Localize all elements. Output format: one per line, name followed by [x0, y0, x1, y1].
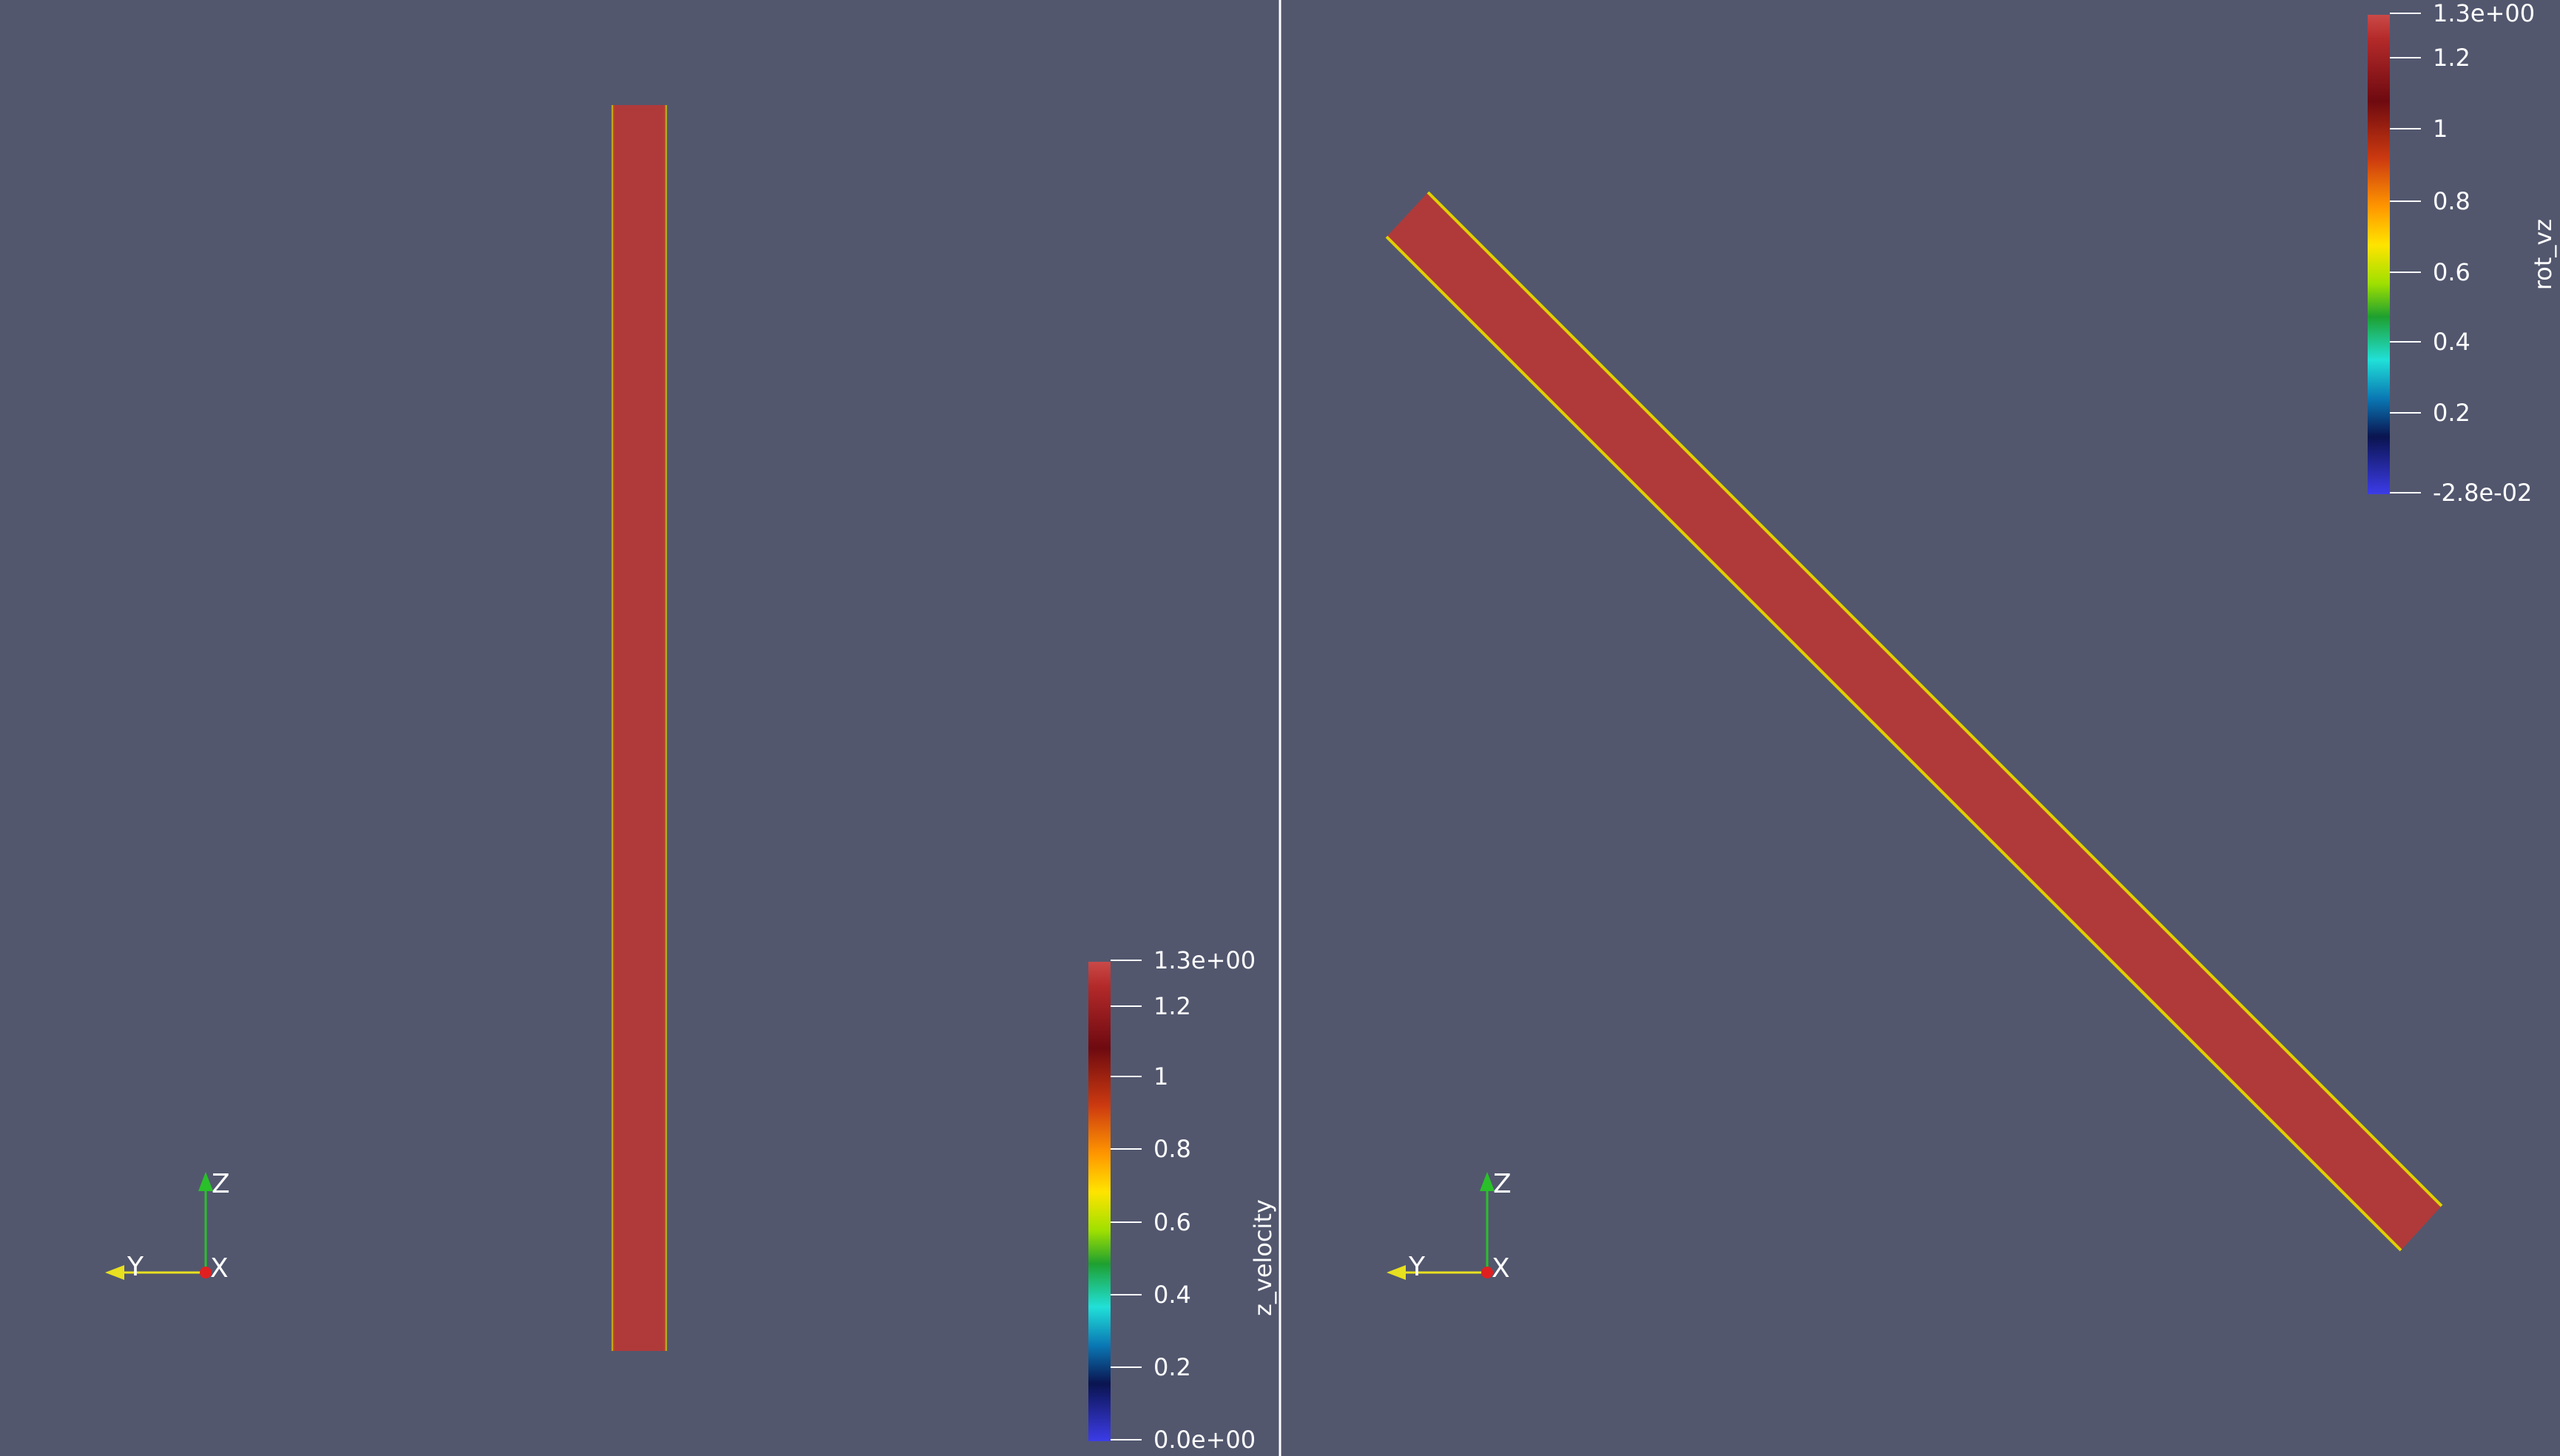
- right-colorbar-gradient: [2368, 15, 2390, 494]
- y-axis-label: Y: [1408, 1252, 1426, 1282]
- colorbar-tick-label: 0.8: [1153, 1135, 1191, 1163]
- right-colorbar[interactable]: 1.3e+00 1.2 1 0.8 0.6 0.4 0.2 -2.8e-02 rot_vz: [2368, 0, 2557, 507]
- right-pipe-edge-upper: [1426, 191, 2443, 1207]
- x-axis-point-icon: [1481, 1267, 1493, 1278]
- x-axis-point-icon: [200, 1267, 212, 1278]
- x-axis-label: X: [1492, 1253, 1510, 1284]
- colorbar-tick-label: 0.0e+00: [1153, 1426, 1256, 1454]
- left-orientation-axes: Z Y X: [105, 1169, 230, 1284]
- y-axis-arrow-icon: [105, 1265, 124, 1280]
- z-axis-label: Z: [1493, 1169, 1512, 1199]
- left-colorbar-title: z_velocity: [1249, 1199, 1277, 1316]
- z-axis-arrow-icon: [198, 1172, 213, 1191]
- left-pipe-object[interactable]: [611, 105, 667, 1351]
- x-axis-label: X: [210, 1253, 229, 1284]
- colorbar-tick-label: 0.2: [1153, 1353, 1191, 1381]
- colorbar-tick-label: 1.3e+00: [1153, 946, 1256, 974]
- right-pipe-object[interactable]: [1387, 192, 2442, 1250]
- y-axis-label: Y: [127, 1252, 144, 1282]
- colorbar-tick-label: 1.2: [1153, 992, 1191, 1020]
- colorbar-tick-label: 1.3e+00: [2433, 0, 2535, 27]
- colorbar-tick-label: 0.6: [2433, 258, 2470, 286]
- right-colorbar-ticks: 1.3e+00 1.2 1 0.8 0.6 0.4 0.2 -2.8e-02: [2390, 0, 2535, 507]
- right-viewport[interactable]: 1.3e+00 1.2 1 0.8 0.6 0.4 0.2 -2.8e-02 rot_vz Z…: [1385, 0, 2557, 1284]
- colorbar-tick-label: 1: [2433, 115, 2448, 143]
- colorbar-tick-label: 0.8: [2433, 187, 2470, 215]
- right-colorbar-title: rot_vz: [2529, 219, 2557, 290]
- left-viewport[interactable]: 1.3e+00 1.2 1 0.8 0.6 0.4 0.2 0.0e+00 z_velocit…: [105, 105, 1277, 1454]
- left-colorbar-gradient: [1088, 962, 1111, 1441]
- colorbar-tick-label: 1.2: [2433, 44, 2470, 72]
- colorbar-tick-label: 0.4: [2433, 328, 2470, 356]
- colorbar-tick-label: 1: [1153, 1062, 1168, 1091]
- right-orientation-axes: Z Y X: [1387, 1169, 1512, 1284]
- colorbar-tick-label: 0.6: [1153, 1208, 1191, 1236]
- z-axis-label: Z: [212, 1169, 230, 1199]
- colorbar-tick-label: 0.4: [1153, 1281, 1191, 1309]
- y-axis-arrow-icon: [1387, 1265, 1406, 1280]
- right-pipe-edge-lower: [1385, 235, 2402, 1252]
- colorbar-tick-label: 0.2: [2433, 399, 2470, 427]
- colorbar-tick-label: -2.8e-02: [2433, 479, 2532, 507]
- left-colorbar-ticks: 1.3e+00 1.2 1 0.8 0.6 0.4 0.2 0.0e+00: [1111, 946, 1256, 1454]
- z-axis-arrow-icon: [1480, 1172, 1495, 1191]
- left-colorbar[interactable]: 1.3e+00 1.2 1 0.8 0.6 0.4 0.2 0.0e+00 z_velocit…: [1088, 946, 1277, 1454]
